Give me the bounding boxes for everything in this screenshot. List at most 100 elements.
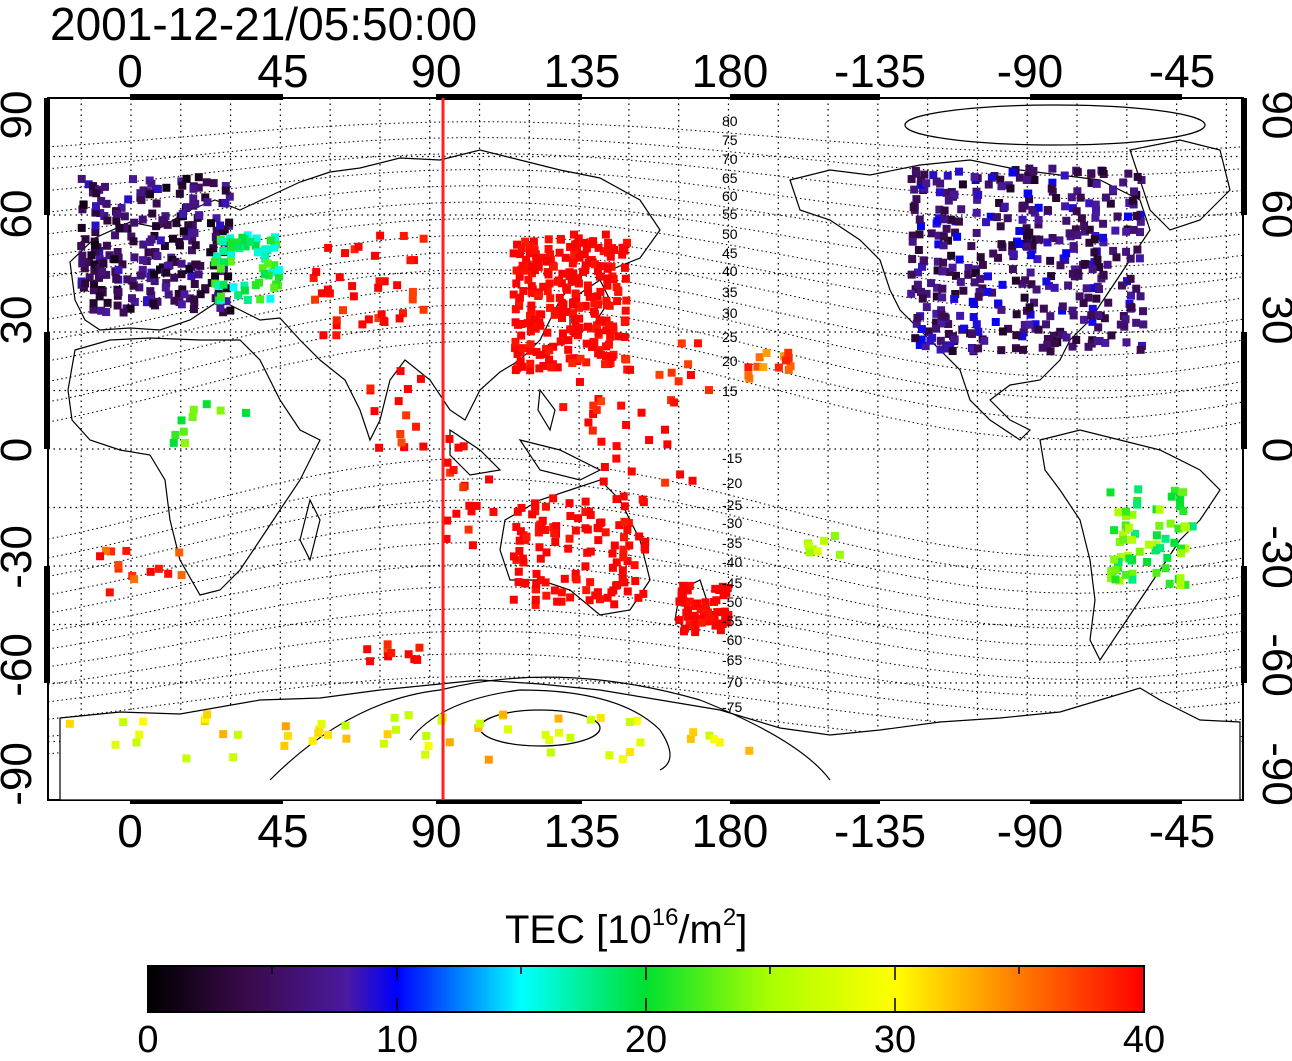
tec-sample <box>574 234 583 243</box>
tec-sample <box>209 244 218 253</box>
tec-sample <box>661 478 670 487</box>
tec-sample <box>241 408 250 417</box>
tec-sample <box>1101 193 1110 202</box>
tec-sample <box>566 325 575 334</box>
tec-sample <box>956 277 965 286</box>
tec-sample <box>938 293 947 302</box>
tec-sample <box>916 176 925 185</box>
tec-sample <box>226 234 235 243</box>
tec-sample <box>606 332 615 341</box>
tec-data-points <box>65 164 1197 764</box>
tec-sample <box>566 242 575 251</box>
tec-sample <box>139 240 148 249</box>
tec-sample <box>1094 311 1103 320</box>
tec-sample <box>784 348 793 357</box>
tec-sample <box>575 323 584 332</box>
tec-sample <box>1080 259 1089 268</box>
tec-sample <box>542 591 551 600</box>
tec-sample <box>937 319 946 328</box>
tec-sample <box>147 179 156 188</box>
tec-sample <box>998 327 1007 336</box>
tec-sample <box>1092 179 1101 188</box>
tec-sample <box>103 216 112 225</box>
tec-sample <box>177 571 186 580</box>
tec-sample <box>982 218 991 227</box>
tec-sample <box>549 494 558 503</box>
tec-sample <box>531 315 540 324</box>
tec-sample <box>1121 570 1130 579</box>
tec-sample <box>514 578 523 587</box>
tec-sample <box>175 189 184 198</box>
tec-sample <box>967 242 976 251</box>
tec-sample <box>594 524 603 533</box>
tec-sample <box>527 282 536 291</box>
tec-sample <box>605 301 614 310</box>
tec-sample <box>723 583 732 592</box>
tec-sample <box>1128 575 1137 584</box>
tec-sample <box>1095 263 1104 272</box>
tec-sample <box>474 724 483 733</box>
tec-sample <box>1042 320 1051 329</box>
tec-sample <box>711 621 720 630</box>
tec-sample <box>546 303 555 312</box>
tec-sample <box>1012 310 1021 319</box>
tec-sample <box>539 361 548 370</box>
tec-sample <box>1130 529 1139 538</box>
tec-sample <box>1034 220 1043 229</box>
tec-sample <box>1188 522 1197 531</box>
tec-sample <box>511 305 520 314</box>
tec-sample <box>1025 195 1034 204</box>
magnetic-latitude-contour <box>48 499 1243 594</box>
tec-sample <box>532 347 541 356</box>
tec-sample <box>216 221 225 230</box>
top-x-tick: 180 <box>691 45 769 97</box>
tec-sample <box>270 243 279 252</box>
tec-sample <box>916 180 925 189</box>
tec-sample <box>364 315 373 324</box>
tec-sample <box>395 314 404 323</box>
tec-sample <box>184 221 193 230</box>
tec-sample <box>396 367 405 376</box>
tec-sample <box>1055 236 1064 245</box>
tec-sample <box>601 360 610 369</box>
tec-sample <box>1062 333 1071 342</box>
tec-sample <box>1165 579 1174 588</box>
tec-sample <box>1132 211 1141 220</box>
tec-sample <box>191 199 200 208</box>
top-x-tick: 135 <box>543 45 621 97</box>
tec-sample <box>1166 519 1175 528</box>
tec-sample <box>1090 248 1099 257</box>
tec-sample <box>136 189 145 198</box>
colorbar-tick-label: 0 <box>137 1019 159 1061</box>
tec-sample <box>583 548 592 557</box>
tec-sample <box>987 173 996 182</box>
tec-sample <box>139 256 148 265</box>
tec-sample <box>91 240 100 249</box>
magnetic-latitude-contour <box>48 137 1243 176</box>
tec-sample <box>618 574 627 583</box>
tec-sample <box>675 616 684 625</box>
tec-sample <box>251 281 260 290</box>
tec-sample <box>932 318 941 327</box>
tec-sample <box>1106 488 1115 497</box>
tec-sample <box>964 263 973 272</box>
colorbar-tick-label: 40 <box>1122 1019 1166 1061</box>
tec-sample <box>582 586 591 595</box>
tec-sample <box>527 288 536 297</box>
tec-sample <box>1085 238 1094 247</box>
tec-sample <box>601 528 610 537</box>
tec-sample <box>582 244 591 253</box>
tec-sample <box>585 292 594 301</box>
tec-sample <box>947 215 956 224</box>
tec-sample <box>1034 216 1043 225</box>
tec-sample <box>566 512 575 521</box>
tec-sample <box>948 347 957 356</box>
tec-sample <box>182 232 191 241</box>
tec-sample <box>1049 331 1058 340</box>
tec-sample <box>603 274 612 283</box>
contour-label: -60 <box>722 632 742 648</box>
tec-sample <box>534 290 543 299</box>
tec-sample <box>210 258 219 267</box>
tec-sample <box>970 278 979 287</box>
